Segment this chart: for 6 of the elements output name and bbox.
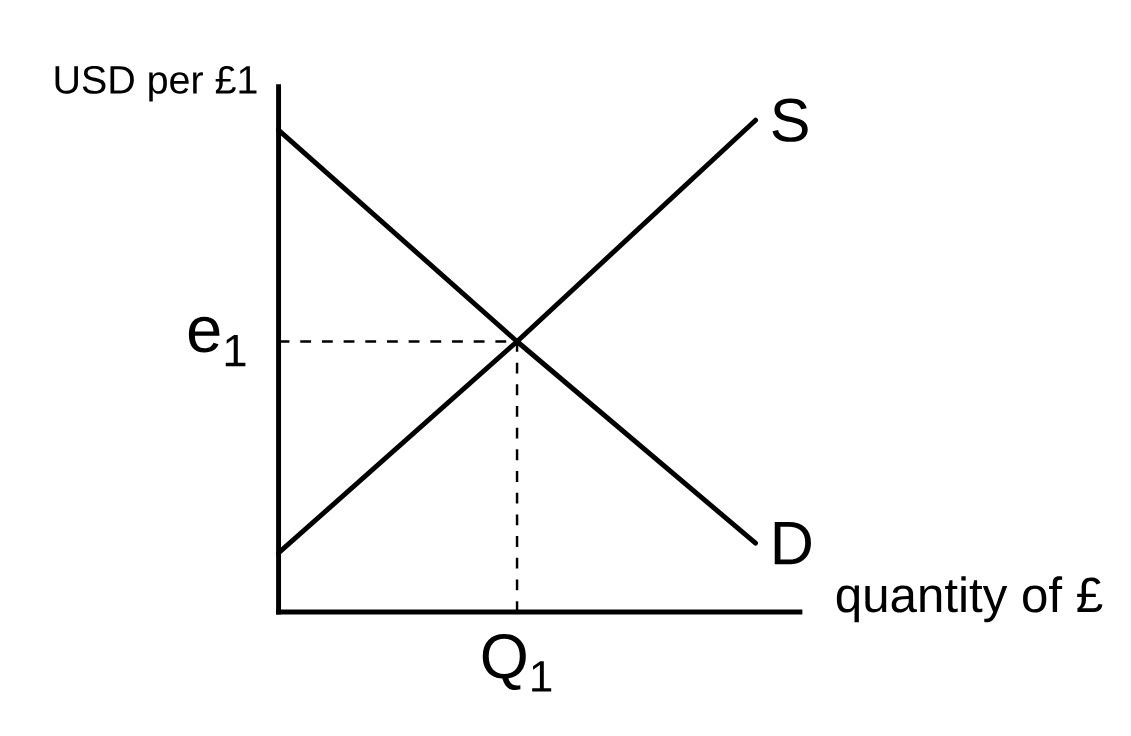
y-axis-title: USD per £1 xyxy=(55,65,257,102)
x-axis-title: quantity of £ xyxy=(836,576,1103,623)
text: Q$_{1}$ xyxy=(482,634,552,692)
series-label: S xyxy=(772,98,808,142)
ref-line-label: e$_{1}$ xyxy=(188,316,246,367)
series-label: D xyxy=(774,522,811,565)
